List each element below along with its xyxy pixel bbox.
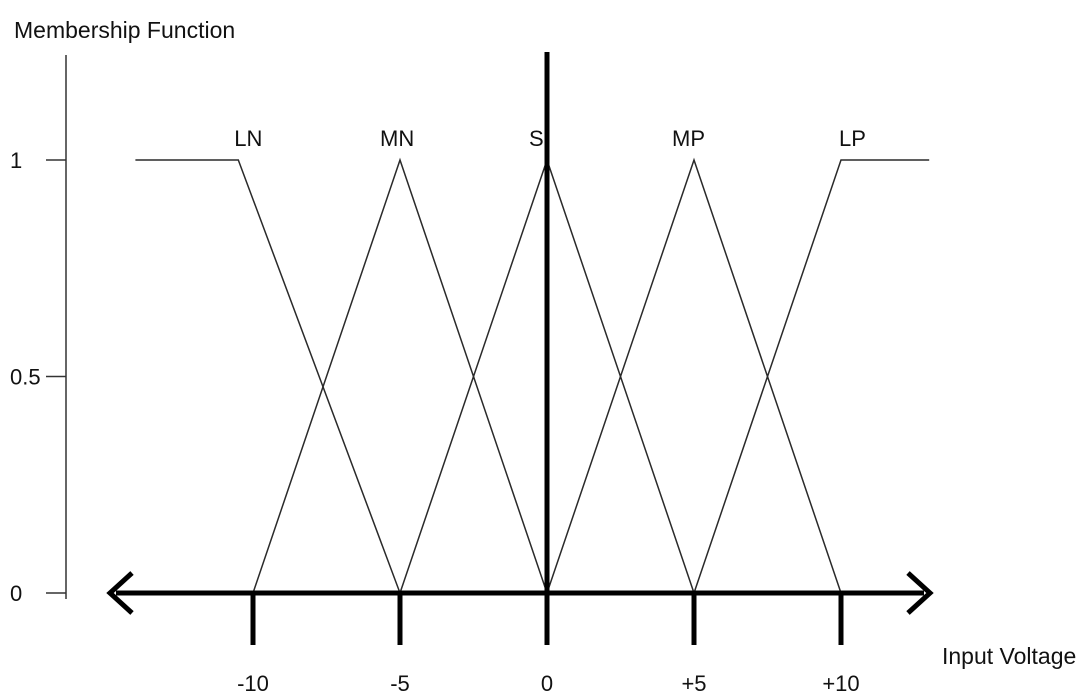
series-label-lp: LP xyxy=(839,126,866,151)
series-label-mp: MP xyxy=(672,126,705,151)
y-tick-label-0: 0 xyxy=(10,581,22,606)
series-line-lp xyxy=(693,159,930,594)
y-tick-label-1: 0.5 xyxy=(10,365,41,390)
x-tick-label-0: -10 xyxy=(237,671,269,696)
series-line-mn xyxy=(252,157,548,594)
series-label-mn: MN xyxy=(380,126,414,151)
x-tick-label-1: -5 xyxy=(390,671,410,696)
series-label-ln: LN xyxy=(234,126,262,151)
y-tick-label-2: 1 xyxy=(10,148,22,173)
x-axis-left-arrowhead xyxy=(106,571,134,615)
x-axis-right-arrowhead xyxy=(906,571,934,615)
x-axis-title: Input Voltage xyxy=(942,643,1076,669)
x-tick-label-3: +5 xyxy=(681,671,706,696)
series-line-mp xyxy=(546,157,842,594)
x-tick-label-2: 0 xyxy=(541,671,553,696)
x-tick-label-4: +10 xyxy=(822,671,859,696)
series-label-s: S xyxy=(529,126,544,151)
y-axis-title: Membership Function xyxy=(14,17,235,43)
series-line-ln xyxy=(135,159,401,594)
